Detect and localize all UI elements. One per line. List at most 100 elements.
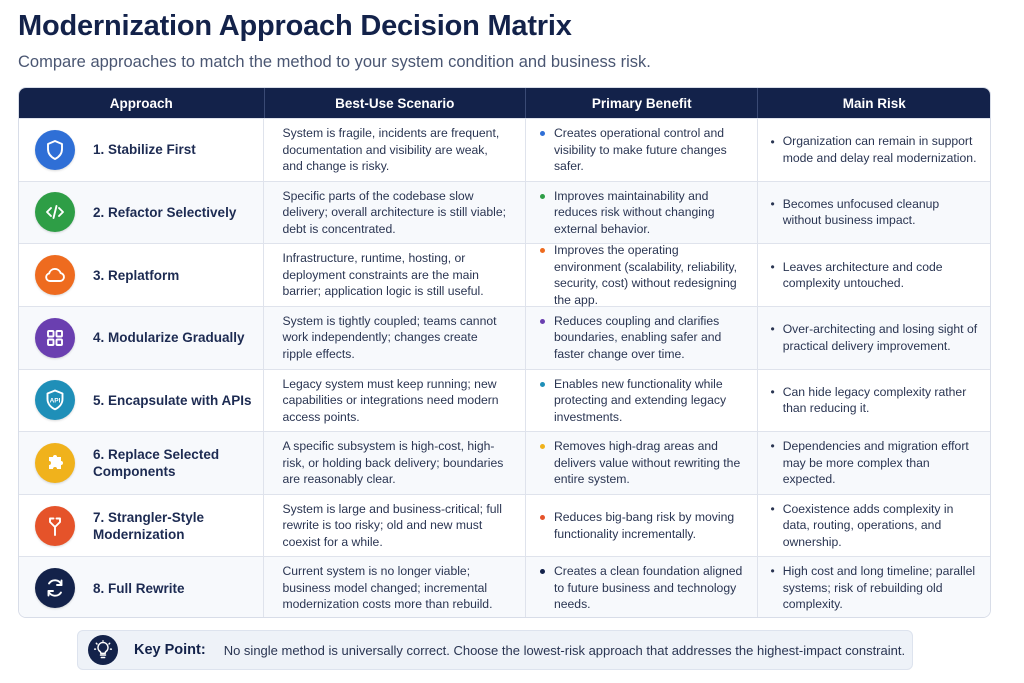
bullet-dot — [539, 318, 545, 324]
approach-label: 4. Modularize Gradually — [93, 330, 245, 346]
approach-cell: 8. Full Rewrite — [19, 557, 265, 617]
benefit-text: Reduces big-bang risk by moving function… — [553, 510, 735, 541]
risk-text: Organization can remain in support mode … — [782, 134, 977, 165]
approach-label: 8. Full Rewrite — [93, 580, 185, 596]
svg-text:API: API — [50, 398, 61, 405]
bullet-dot: • — [770, 385, 775, 399]
benefit-text: Improves maintainability and reduces ris… — [553, 188, 715, 236]
code-icon — [35, 192, 75, 233]
approach-label: 7. Strangler-Style Modernization — [93, 509, 205, 542]
benefit-cell: Enables new functionality while protecti… — [526, 369, 759, 432]
page-subtitle: Compare approaches to match the method t… — [18, 53, 651, 71]
scenario-cell: System is fragile, incidents are frequen… — [264, 119, 526, 181]
benefit-cell: Reduces big-bang risk by moving function… — [526, 494, 759, 557]
risk-text: High cost and long timeline; parallel sy… — [782, 564, 976, 612]
approach-cell: 4. Modularize Gradually — [19, 306, 265, 369]
risk-text: Can hide legacy complexity rather than r… — [782, 384, 967, 416]
decision-matrix: Approach Best-Use Scenario Primary Benef… — [18, 87, 991, 618]
bullet-dot: • — [770, 439, 775, 454]
split-arrow-icon — [35, 505, 75, 546]
scenario-cell: A specific subsystem is high-cost, high-… — [264, 432, 526, 494]
benefit-text: Reduces coupling and clarifies boundarie… — [553, 313, 722, 361]
table-row: 7. Strangler-Style Modernization System … — [19, 493, 990, 557]
lightbulb-icon — [88, 635, 118, 665]
risk-cell: • Coexistence adds complexity in data, r… — [758, 495, 990, 557]
table-row: 3. Replatform Infrastructure, runtime, h… — [19, 243, 990, 307]
benefit-cell: Creates operational control and visibili… — [526, 119, 759, 181]
approach-label: 6. Replace Selected Components — [93, 446, 220, 479]
risk-cell: • High cost and long timeline; parallel … — [758, 557, 990, 617]
benefit-text: Improves the operating environment (scal… — [553, 243, 738, 307]
scenario-cell: Specific parts of the codebase slow deli… — [264, 181, 526, 244]
benefit-text: Creates a clean foundation aligned to fu… — [553, 564, 743, 612]
bullet-dot: • — [770, 197, 775, 212]
risk-cell: • Becomes unfocused cleanup without busi… — [758, 182, 990, 244]
approach-cell: API 5. Encapsulate with APIs — [19, 369, 265, 432]
scenario-cell: Legacy system must keep running; new cap… — [264, 369, 526, 432]
approach-cell: 6. Replace Selected Components — [19, 432, 265, 494]
approach-label: 2. Refactor Selectively — [93, 204, 237, 220]
risk-text: Leaves architecture and code complexity … — [782, 259, 943, 291]
approach-cell: 1. Stabilize First — [19, 119, 265, 181]
scenario-cell: Infrastructure, runtime, hosting, or dep… — [264, 244, 526, 306]
puzzle-icon — [35, 442, 75, 483]
table-row: 8. Full Rewrite Current system is no lon… — [19, 556, 990, 617]
approach-cell: 2. Refactor Selectively — [19, 181, 265, 244]
risk-text: Coexistence adds complexity in data, rou… — [782, 501, 954, 549]
benefit-text: Enables new functionality while protecti… — [553, 376, 727, 424]
bullet-dot — [539, 193, 545, 199]
table-row: 1. Stabilize First System is fragile, in… — [19, 118, 990, 181]
bullet-dot — [539, 381, 545, 387]
table-row: 2. Refactor Selectively Specific parts o… — [19, 180, 990, 244]
bullet-dot: • — [770, 322, 775, 337]
risk-text: Over-architecting and losing sight of pr… — [782, 322, 978, 353]
scenario-cell: System is large and business-critical; f… — [264, 494, 526, 557]
header-risk: Main Risk — [842, 95, 906, 111]
risk-cell: • Leaves architecture and code complexit… — [758, 244, 990, 306]
benefit-cell: Reduces coupling and clarifies boundarie… — [526, 306, 759, 369]
approach-label: 3. Replatform — [93, 267, 180, 283]
bullet-dot — [539, 248, 545, 254]
benefit-text: Removes high-drag areas and delivers val… — [553, 439, 741, 487]
bullet-dot: • — [770, 501, 775, 516]
approach-label: 5. Encapsulate with APIs — [93, 392, 252, 408]
risk-cell: • Organization can remain in support mod… — [758, 119, 990, 181]
bullet-dot — [539, 131, 545, 136]
benefit-cell: Removes high-drag areas and delivers val… — [526, 432, 759, 494]
table-body: 1. Stabilize First System is fragile, in… — [19, 118, 990, 617]
scenario-cell: Current system is no longer viable; busi… — [264, 557, 526, 617]
header-benefit: Primary Benefit — [526, 88, 759, 118]
risk-cell: • Over-architecting and losing sight of … — [758, 307, 990, 369]
benefit-cell: Creates a clean foundation aligned to fu… — [526, 557, 759, 617]
header-scenario: Best-Use Scenario — [265, 88, 526, 118]
bullet-dot — [539, 569, 545, 575]
bullet-dot: • — [770, 259, 775, 274]
approach-cell: 3. Replatform — [19, 244, 265, 306]
table-header: Approach Best-Use Scenario Primary Benef… — [19, 88, 990, 118]
grid-icon — [35, 317, 75, 358]
table-row: 4. Modularize Gradually System is tightl… — [19, 305, 990, 369]
approach-cell: 7. Strangler-Style Modernization — [19, 494, 265, 557]
shield-icon — [35, 129, 75, 170]
api-shield-icon: API — [35, 380, 75, 421]
bullet-dot — [539, 515, 545, 521]
table-row: 6. Replace Selected Components A specifi… — [19, 431, 990, 494]
scenario-cell: System is tightly coupled; teams cannot … — [264, 306, 526, 369]
risk-cell: • Dependencies and migration effort may … — [758, 432, 990, 494]
bullet-dot — [539, 444, 545, 450]
key-point-label: Key Point: — [134, 642, 206, 658]
header-approach: Approach — [19, 88, 265, 118]
cloud-icon — [35, 255, 75, 296]
risk-text: Dependencies and migration effort may be… — [782, 439, 969, 487]
benefit-cell: Improves the operating environment (scal… — [526, 243, 759, 307]
benefit-cell: Improves maintainability and reduces ris… — [526, 181, 759, 244]
bullet-dot: • — [770, 134, 775, 149]
key-point-banner: Key Point: No single method is universal… — [77, 630, 913, 670]
key-point-text: No single method is universally correct.… — [223, 642, 906, 658]
benefit-text: Creates operational control and visibili… — [553, 126, 727, 174]
bullet-dot: • — [770, 564, 775, 579]
table-row: API 5. Encapsulate with APIs Legacy syst… — [19, 368, 990, 432]
approach-label: 1. Stabilize First — [93, 142, 196, 158]
page-title: Modernization Approach Decision Matrix — [18, 10, 572, 42]
risk-text: Becomes unfocused cleanup without busine… — [782, 196, 940, 228]
